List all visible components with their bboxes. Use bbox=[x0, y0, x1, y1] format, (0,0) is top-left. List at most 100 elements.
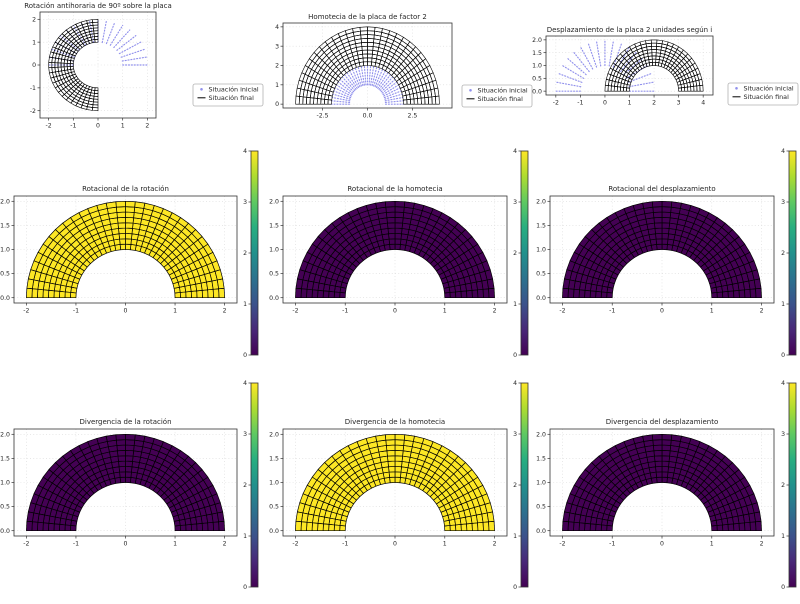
x-tick-label: -2 bbox=[559, 308, 565, 315]
colorbar-tick-label: 1 bbox=[243, 301, 247, 308]
subplot-title: Divergencia del desplazamiento bbox=[606, 418, 719, 426]
colorbar-tick-label: 4 bbox=[781, 380, 785, 387]
colorbar-tick-label: 3 bbox=[513, 431, 517, 438]
legend-label: Situación inicial bbox=[744, 85, 794, 93]
initial-plate-rays bbox=[330, 64, 405, 105]
colorbar: 0 1 2 3 4 bbox=[781, 148, 797, 359]
x-tick-label: 3 bbox=[677, 100, 681, 107]
x-tick-label: 2 bbox=[223, 541, 227, 548]
x-tick-label: 0 bbox=[96, 123, 100, 130]
y-tick-label: 0.5 bbox=[269, 504, 279, 511]
y-tick-label: 4 bbox=[275, 24, 279, 31]
x-tick-label: 1 bbox=[628, 100, 632, 107]
y-tick-label: 0.0 bbox=[269, 295, 279, 302]
y-tick-label: 1 bbox=[32, 39, 36, 46]
x-tick-label: -2.5 bbox=[317, 113, 329, 120]
x-tick-label: -2 bbox=[23, 308, 29, 315]
colorbar-tick-label: 0 bbox=[781, 352, 785, 359]
x-tick-label: 0 bbox=[393, 541, 397, 548]
field-mesh bbox=[562, 200, 762, 299]
x-tick-label: 1 bbox=[710, 541, 714, 548]
colorbar-gradient bbox=[789, 151, 796, 355]
y-tick-label: 2.0 bbox=[532, 37, 542, 44]
subplot-rotacional-homotecia: -2 -1 0 1 2 0.0 0.5 1.0 1.5 2.0 Rotacional de la h… bbox=[269, 148, 529, 359]
subplot-title: Rotacional de la homotecia bbox=[347, 185, 442, 193]
y-tick-label: 2.0 bbox=[536, 198, 546, 205]
subplot-title: Divergencia de la homotecia bbox=[345, 418, 445, 426]
final-plate-mesh bbox=[604, 39, 704, 92]
y-tick-label: 1 bbox=[275, 82, 279, 89]
colorbar-tick-label: 1 bbox=[781, 301, 785, 308]
subplot-title: Desplazamiento de la placa 2 unidades se… bbox=[547, 26, 713, 34]
x-tick-label: -2 bbox=[559, 541, 565, 548]
x-tick-label: -1 bbox=[609, 541, 615, 548]
colorbar-gradient bbox=[521, 383, 528, 587]
x-tick-label: -1 bbox=[73, 541, 79, 548]
colorbar-tick-label: 4 bbox=[243, 148, 247, 155]
x-tick-label: -2 bbox=[46, 123, 52, 130]
x-tick-label: 0 bbox=[660, 308, 664, 315]
colorbar-tick-label: 0 bbox=[513, 352, 517, 359]
y-tick-label: 2 bbox=[275, 63, 279, 70]
y-tick-label: 2.0 bbox=[269, 431, 279, 438]
x-tick-label: 2 bbox=[760, 308, 764, 315]
subplot-homotecia: -2.5 0.0 2.5 0 1 2 3 4 Homotecia de la placa de … bbox=[275, 13, 533, 120]
field-mesh bbox=[26, 200, 225, 299]
x-tick-label: -2 bbox=[553, 100, 559, 107]
colorbar-tick-label: 3 bbox=[243, 199, 247, 206]
y-tick-label: -1 bbox=[30, 85, 36, 92]
colorbar-tick-label: 0 bbox=[243, 352, 247, 359]
colorbar: 0 1 2 3 4 bbox=[243, 148, 259, 359]
field-mesh bbox=[562, 433, 762, 532]
colorbar-tick-label: 2 bbox=[513, 250, 517, 257]
field-mesh bbox=[295, 200, 495, 299]
y-tick-label: 1.0 bbox=[0, 480, 10, 487]
x-tick-label: -2 bbox=[292, 308, 298, 315]
legend-label: Situación final bbox=[478, 95, 524, 103]
colorbar-tick-label: 1 bbox=[781, 533, 785, 540]
colorbar-tick-label: 0 bbox=[781, 584, 785, 591]
y-tick-label: 1.0 bbox=[536, 480, 546, 487]
colorbar-tick-label: 2 bbox=[781, 250, 785, 257]
x-tick-label: 2 bbox=[145, 123, 149, 130]
y-tick-label: 0.5 bbox=[536, 271, 546, 278]
x-tick-label: 0 bbox=[603, 100, 607, 107]
x-tick-label: 0 bbox=[660, 541, 664, 548]
colorbar-tick-label: 3 bbox=[243, 431, 247, 438]
y-tick-label: 2.0 bbox=[536, 431, 546, 438]
colorbar-gradient bbox=[521, 151, 528, 355]
subplot-desplazamiento: -2 -1 0 1 2 3 4 0.0 0.5 1.0 1.5 2.0 Desplazamiento d… bbox=[532, 26, 799, 107]
colorbar-tick-label: 2 bbox=[243, 250, 247, 257]
y-tick-label: 1.0 bbox=[536, 247, 546, 254]
colorbar-gradient bbox=[251, 383, 258, 587]
x-tick-label: 1 bbox=[173, 308, 177, 315]
colorbar-tick-label: 2 bbox=[243, 482, 247, 489]
y-tick-label: 1.0 bbox=[269, 247, 279, 254]
x-tick-label: 2 bbox=[652, 100, 656, 107]
initial-plate-rays bbox=[555, 39, 655, 92]
colorbar-tick-label: 1 bbox=[243, 533, 247, 540]
legend-marker-dot bbox=[200, 88, 203, 91]
y-tick-label: 1.5 bbox=[0, 223, 10, 230]
colorbar: 0 1 2 3 4 bbox=[513, 380, 529, 591]
x-tick-label: 2 bbox=[760, 541, 764, 548]
subplot-rotacion-antihoraria: -2 -1 0 1 2 -2 -1 0 1 2 Rotación antihoraria de 90… bbox=[24, 2, 264, 130]
subplot-rotacional-rotacion: -2 -1 0 1 2 0.0 0.5 1.0 1.5 2.0 Rotacional de la r… bbox=[0, 148, 259, 359]
colorbar: 0 1 2 3 4 bbox=[781, 380, 797, 591]
y-tick-label: 0.0 bbox=[536, 528, 546, 535]
x-tick-label: 4 bbox=[701, 100, 705, 107]
x-tick-label: 1 bbox=[121, 123, 125, 130]
y-tick-label: 0 bbox=[275, 101, 279, 108]
colorbar-tick-label: 3 bbox=[781, 431, 785, 438]
y-tick-label: 0.0 bbox=[0, 528, 10, 535]
y-tick-label: 1.5 bbox=[532, 50, 542, 57]
colorbar-tick-label: 2 bbox=[781, 482, 785, 489]
colorbar-tick-label: 1 bbox=[513, 301, 517, 308]
x-tick-label: 2 bbox=[223, 308, 227, 315]
y-tick-label: 0.0 bbox=[532, 88, 542, 95]
x-tick-label: -1 bbox=[70, 123, 76, 130]
